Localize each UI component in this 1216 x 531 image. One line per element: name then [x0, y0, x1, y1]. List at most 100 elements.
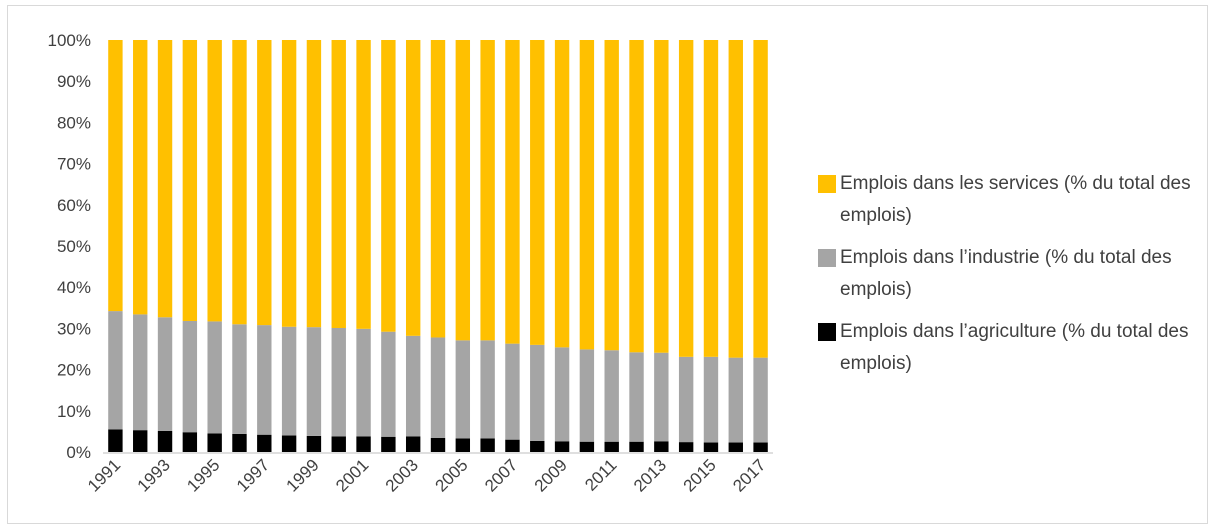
x-tick-label: 2005 — [431, 455, 471, 495]
y-tick-label: 80% — [57, 113, 91, 132]
bar-segment-industrie — [703, 356, 719, 443]
x-tick-label: 2015 — [680, 455, 720, 495]
bar-segment-industrie — [108, 311, 123, 430]
bar-segment-services — [182, 40, 198, 321]
bar-segment-agriculture — [381, 436, 396, 452]
legend-item-industrie: Emplois dans l’industrie (% du total des… — [818, 244, 1208, 306]
bar-segment-industrie — [281, 326, 297, 436]
x-tick-label: 2003 — [382, 455, 422, 495]
bar-segment-services — [753, 40, 768, 358]
bar-segment-industrie — [306, 327, 322, 436]
x-tick-label: 1995 — [183, 455, 223, 495]
bar-segment-industrie — [554, 347, 570, 442]
bar-segment-services — [554, 40, 570, 348]
bar-segment-agriculture — [703, 442, 719, 452]
bar-segment-services — [356, 40, 371, 329]
y-axis: 0% 10% 20% 30% 40% 50% 60% 70% 80% 90% 100% — [48, 31, 91, 462]
bar-segment-industrie — [182, 320, 198, 433]
bar-segment-industrie — [133, 314, 148, 431]
bar-segment-agriculture — [579, 441, 595, 452]
legend-label-industrie: Emplois dans l’industrie (% du total des… — [840, 247, 1172, 300]
bar-segment-services — [157, 40, 173, 318]
bar-segment-services — [505, 40, 520, 344]
bar-segment-agriculture — [430, 437, 446, 452]
bar-segment-industrie — [157, 317, 173, 431]
legend: Emplois dans les services (% du total de… — [818, 170, 1208, 392]
bar-segment-agriculture — [604, 441, 619, 452]
bar-segment-agriculture — [554, 441, 570, 452]
bar-segment-services — [232, 40, 247, 325]
bar-segment-industrie — [207, 321, 222, 434]
bar-segment-agriculture — [753, 442, 768, 452]
y-tick-label: 20% — [57, 361, 91, 380]
bar-segment-services — [455, 40, 471, 341]
legend-label-services: Emplois dans les services (% du total de… — [840, 173, 1191, 226]
bar-segment-industrie — [480, 340, 495, 439]
bar-segment-industrie — [753, 357, 768, 443]
bar-segment-industrie — [629, 352, 644, 442]
bar-segment-industrie — [455, 340, 471, 439]
bar-segment-agriculture — [182, 432, 198, 452]
legend-item-agriculture: Emplois dans l’agriculture (% du total d… — [818, 318, 1208, 380]
bar-segment-agriculture — [678, 442, 694, 452]
bar-segment-industrie — [405, 335, 421, 437]
x-tick-label: 2017 — [729, 455, 769, 495]
bar-segment-agriculture — [405, 436, 421, 452]
bar-segment-industrie — [678, 356, 694, 443]
bar-segment-industrie — [579, 349, 595, 442]
bar-segment-agriculture — [108, 429, 123, 452]
bar-segment-services — [405, 40, 421, 336]
bar-segment-services — [207, 40, 222, 322]
bar-segment-services — [108, 40, 123, 312]
bar-segment-services — [728, 40, 743, 358]
bar-segment-services — [604, 40, 619, 351]
bar-segment-agriculture — [133, 430, 148, 452]
bar-series-group — [108, 40, 768, 452]
chart-area: 0% 10% 20% 30% 40% 50% 60% 70% 80% 90% 100% 1991 19… — [7, 5, 1208, 524]
bar-segment-industrie — [505, 343, 520, 440]
bar-segment-industrie — [257, 325, 272, 435]
legend-swatch-services — [818, 175, 836, 193]
y-tick-label: 50% — [57, 237, 91, 256]
y-tick-label: 90% — [57, 72, 91, 91]
bar-segment-services — [654, 40, 669, 353]
bar-segment-services — [530, 40, 545, 345]
bar-segment-services — [331, 40, 346, 328]
y-tick-label: 0% — [66, 443, 91, 462]
y-tick-label: 30% — [57, 319, 91, 338]
bar-segment-services — [306, 40, 322, 328]
bar-segment-services — [629, 40, 644, 353]
legend-swatch-industrie — [818, 249, 836, 267]
bar-segment-industrie — [331, 327, 346, 437]
bar-segment-agriculture — [530, 440, 545, 452]
x-tick-label: 2007 — [481, 455, 521, 495]
x-tick-label: 1993 — [134, 455, 174, 495]
bar-segment-agriculture — [455, 438, 471, 452]
bar-segment-industrie — [232, 324, 247, 434]
bar-segment-industrie — [604, 350, 619, 442]
bar-segment-agriculture — [331, 436, 346, 452]
bar-segment-agriculture — [356, 436, 371, 452]
x-tick-label: 2013 — [630, 455, 670, 495]
bar-segment-industrie — [381, 331, 396, 437]
bar-segment-industrie — [530, 344, 545, 441]
bar-segment-agriculture — [306, 435, 322, 452]
x-tick-label: 1997 — [233, 455, 273, 495]
x-tick-label: 2011 — [581, 455, 620, 494]
bar-segment-industrie — [356, 328, 371, 437]
x-tick-label: 1999 — [283, 455, 323, 495]
bar-segment-agriculture — [232, 433, 247, 452]
bar-segment-services — [381, 40, 396, 332]
bar-segment-agriculture — [505, 439, 520, 452]
bar-segment-industrie — [430, 337, 446, 438]
y-tick-label: 10% — [57, 402, 91, 421]
bar-segment-agriculture — [257, 434, 272, 452]
bar-segment-agriculture — [728, 442, 743, 452]
bar-segment-services — [133, 40, 148, 315]
bar-segment-agriculture — [654, 441, 669, 452]
legend-swatch-agriculture — [818, 323, 836, 341]
stacked-bar-chart: 0% 10% 20% 30% 40% 50% 60% 70% 80% 90% 100% 1991 19… — [48, 31, 773, 496]
x-tick-label: 2001 — [332, 455, 372, 495]
x-tick-label: 2009 — [531, 455, 571, 495]
bar-segment-services — [579, 40, 595, 350]
